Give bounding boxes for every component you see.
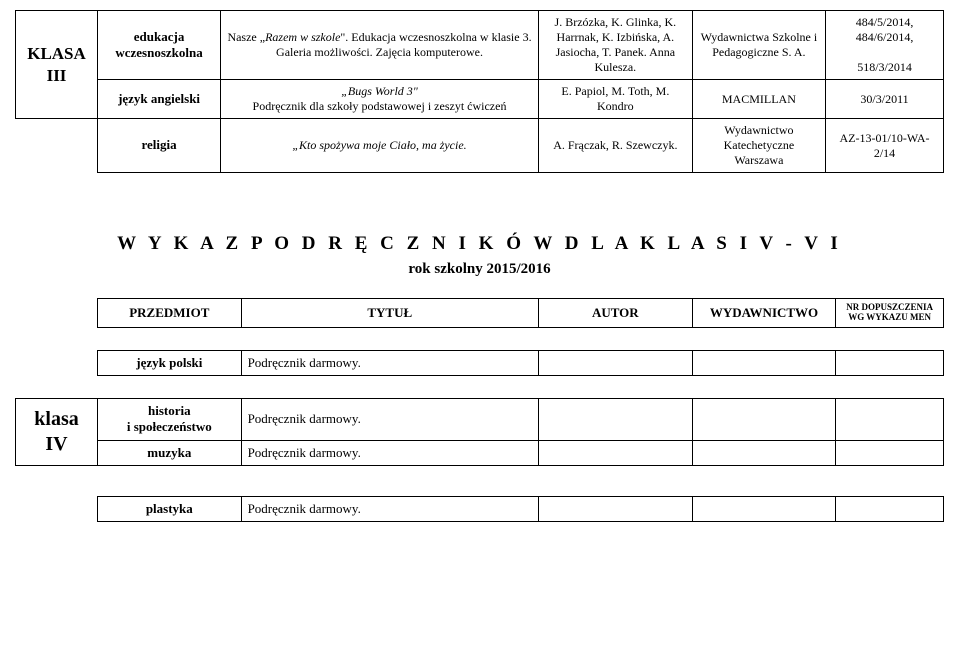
- title-cell: „Bugs World 3" Podręcznik dla szkoły pod…: [221, 80, 539, 119]
- author-cell: [538, 350, 692, 375]
- col-header-title: TYTUŁ: [241, 299, 538, 328]
- spacer-row: [16, 376, 944, 399]
- subject-cell: język angielski: [98, 80, 221, 119]
- subject-cell: religia: [98, 119, 221, 173]
- author-cell: [538, 399, 692, 441]
- nr-cell: [836, 350, 944, 375]
- publisher-cell: MACMILLAN: [692, 80, 825, 119]
- subject-cell: edukacja wczesnoszkolna: [98, 11, 221, 80]
- section-heading: W Y K A Z P O D R Ę C Z N I K Ó W D L A …: [15, 233, 944, 255]
- col-header-nr: NR DOPUSZCZENIA WG WYKAZU MEN: [836, 299, 944, 328]
- nr-cell: [836, 440, 944, 465]
- publisher-cell: Wydawnictwa Szkolne i Pedagogiczne S. A.: [692, 11, 825, 80]
- publisher-cell: [692, 350, 836, 375]
- top-table: KLASA III edukacja wczesnoszkolna Nasze …: [15, 10, 944, 173]
- title-cell: Podręcznik darmowy.: [241, 440, 538, 465]
- publisher-cell: [692, 399, 836, 441]
- table-row: religia „Kto spożywa moje Ciało, ma życi…: [16, 119, 944, 173]
- authors-cell: J. Brzózka, K. Glinka, K. Harrnak, K. Iz…: [538, 11, 692, 80]
- publisher-cell: Wydawnictwo Katechetyczne Warszawa: [692, 119, 825, 173]
- subject-cell: muzyka: [98, 440, 242, 465]
- header-row: PRZEDMIOT TYTUŁ AUTOR WYDAWNICTWO NR DOP…: [16, 299, 944, 328]
- col-header-author: AUTOR: [538, 299, 692, 328]
- nr-cell: [836, 399, 944, 441]
- nr-cell: 484/5/2014, 484/6/2014, 518/3/2014: [826, 11, 944, 80]
- author-cell: [538, 440, 692, 465]
- table-row: język angielski „Bugs World 3" Podręczni…: [16, 80, 944, 119]
- bottom-table: PRZEDMIOT TYTUŁ AUTOR WYDAWNICTWO NR DOP…: [15, 298, 944, 522]
- col-header-subject: PRZEDMIOT: [98, 299, 242, 328]
- title-cell: „Kto spożywa moje Ciało, ma życie.: [221, 119, 539, 173]
- nr-cell: 30/3/2011: [826, 80, 944, 119]
- table-row: klasa IV historia i społeczeństwo Podręc…: [16, 399, 944, 441]
- table-row: muzyka Podręcznik darmowy.: [16, 440, 944, 465]
- authors-cell: A. Frączak, R. Szewczyk.: [538, 119, 692, 173]
- table-row: plastyka Podręcznik darmowy.: [16, 496, 944, 521]
- title-cell: Podręcznik darmowy.: [241, 350, 538, 375]
- publisher-cell: [692, 496, 836, 521]
- title-cell: Nasze „Razem w szkole". Edukacja wczesno…: [221, 11, 539, 80]
- nr-cell: AZ-13-01/10-WA-2/14: [826, 119, 944, 173]
- subject-cell: historia i społeczeństwo: [98, 399, 242, 441]
- spacer-row: [16, 327, 944, 350]
- authors-cell: E. Papiol, M. Toth, M. Kondro: [538, 80, 692, 119]
- subject-cell: język polski: [98, 350, 242, 375]
- title-cell: Podręcznik darmowy.: [241, 399, 538, 441]
- section-year: rok szkolny 2015/2016: [15, 261, 944, 278]
- title-cell: Podręcznik darmowy.: [241, 496, 538, 521]
- nr-cell: [836, 496, 944, 521]
- subject-cell: plastyka: [98, 496, 242, 521]
- klasa-cell: KLASA III: [16, 11, 98, 119]
- publisher-cell: [692, 440, 836, 465]
- spacer-row: [16, 465, 944, 496]
- author-cell: [538, 496, 692, 521]
- klasa-cell: klasa IV: [16, 399, 98, 466]
- table-row: KLASA III edukacja wczesnoszkolna Nasze …: [16, 11, 944, 80]
- col-header-publisher: WYDAWNICTWO: [692, 299, 836, 328]
- table-row: język polski Podręcznik darmowy.: [16, 350, 944, 375]
